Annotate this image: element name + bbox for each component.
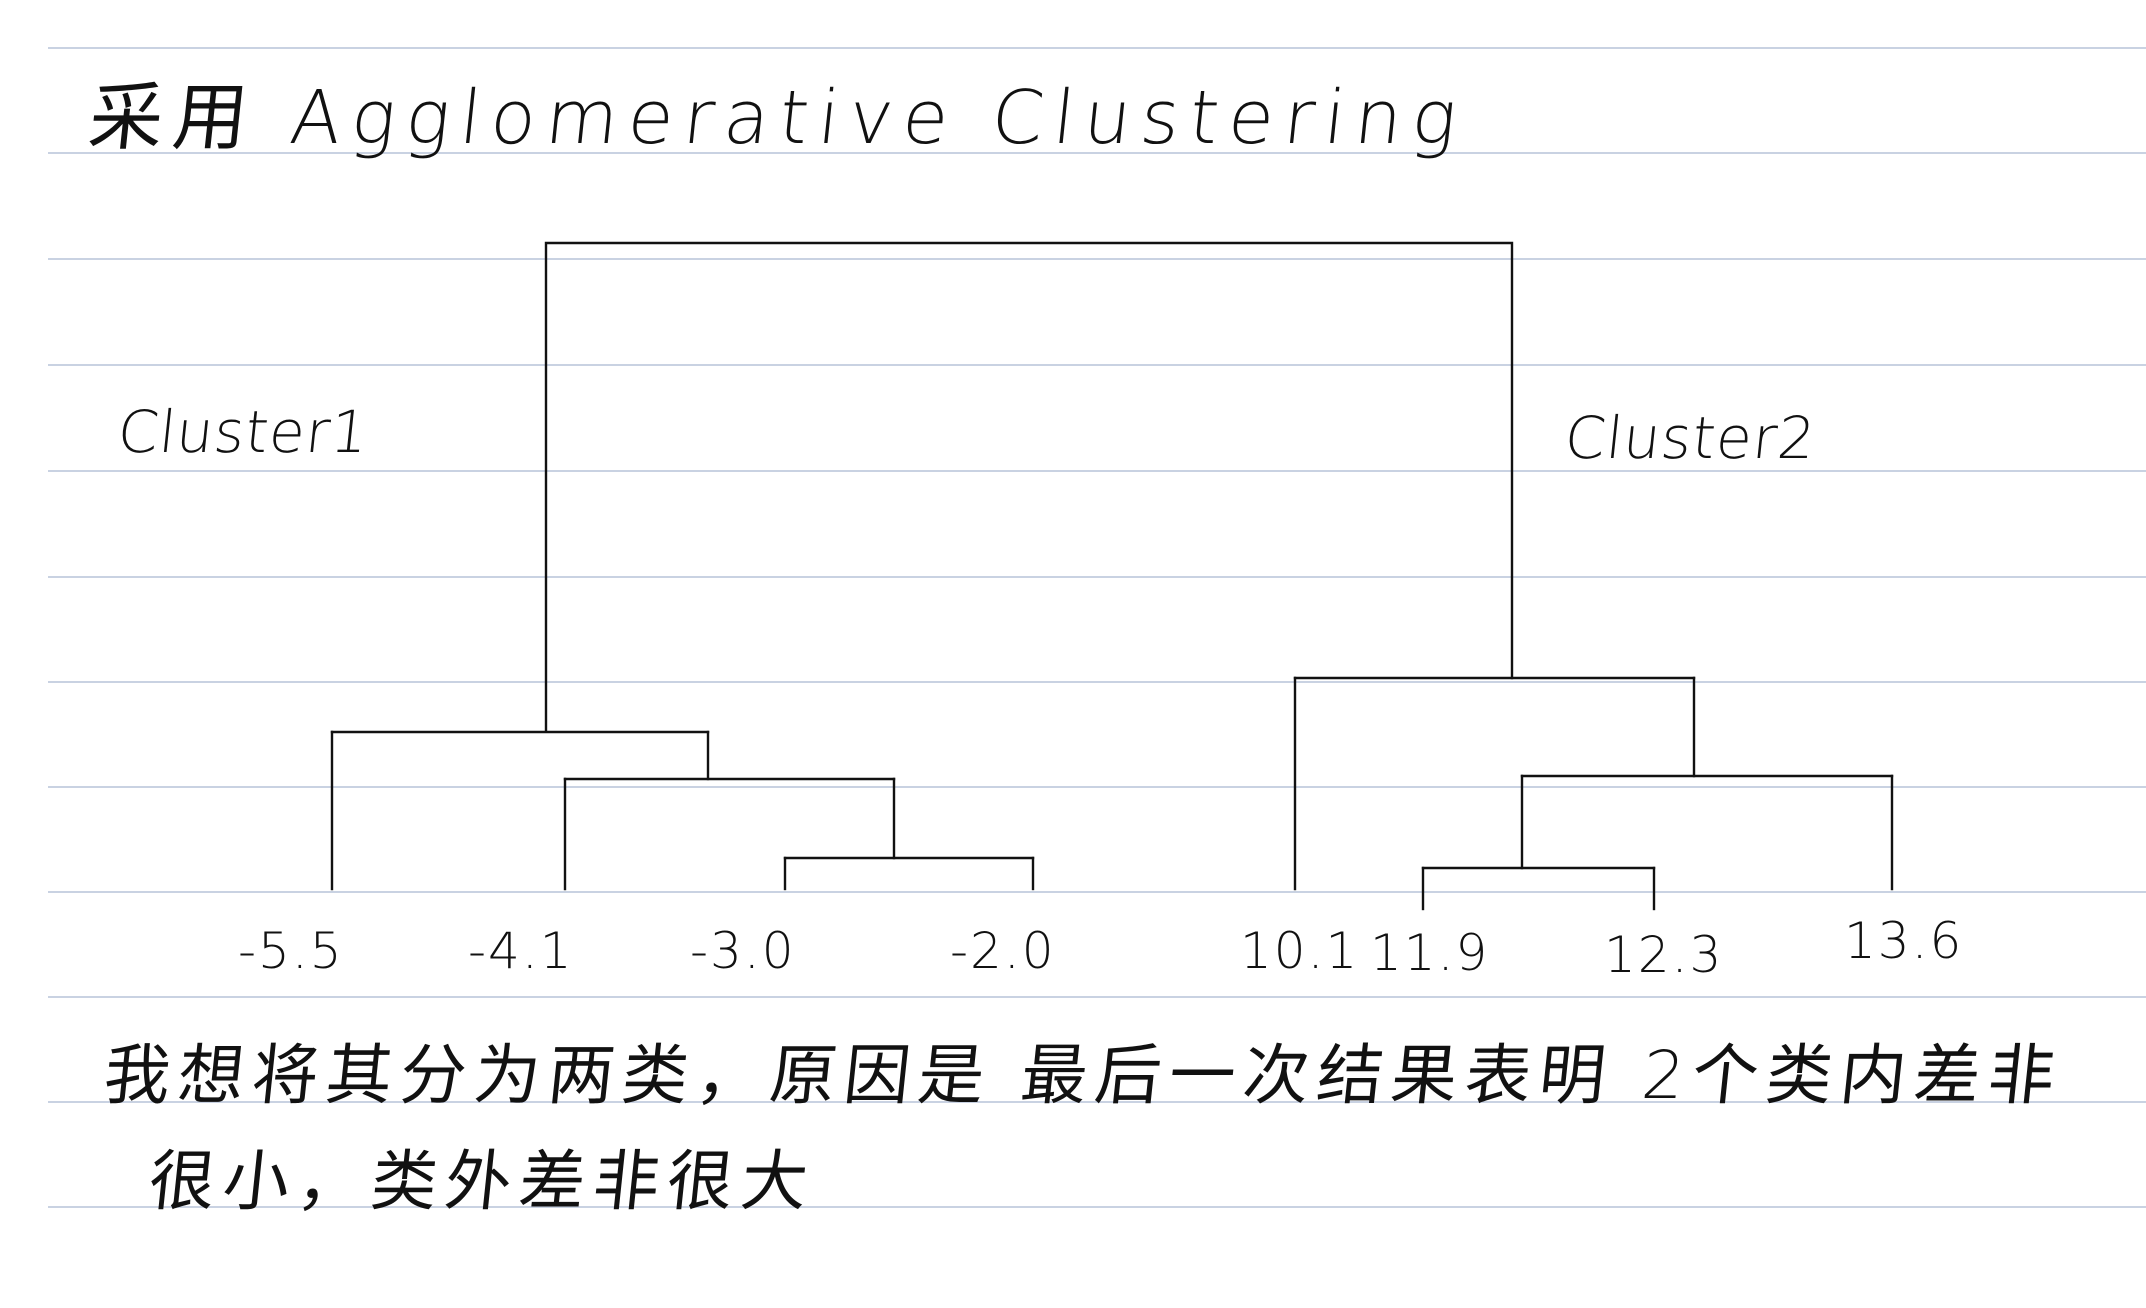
note-line-1: 我想将其分为两类，原因是 最后一次结果表明 2个类内差非 (100, 1037, 2067, 1114)
leaf-label: -3.0 (690, 922, 796, 980)
leaf-label: -5.5 (238, 922, 344, 980)
leaf-label: -2.0 (950, 922, 1056, 980)
leaf-label: 11.9 (1370, 924, 1489, 982)
leaf-label: -4.1 (468, 922, 574, 980)
note-line-2: 很小，类外差非很大 (145, 1143, 820, 1220)
leaf-label: 12.3 (1604, 926, 1723, 984)
leaf-label: 13.6 (1844, 912, 1963, 970)
dendrogram-link (544, 241, 1514, 733)
leaf-label: 10.1 (1240, 922, 1359, 980)
